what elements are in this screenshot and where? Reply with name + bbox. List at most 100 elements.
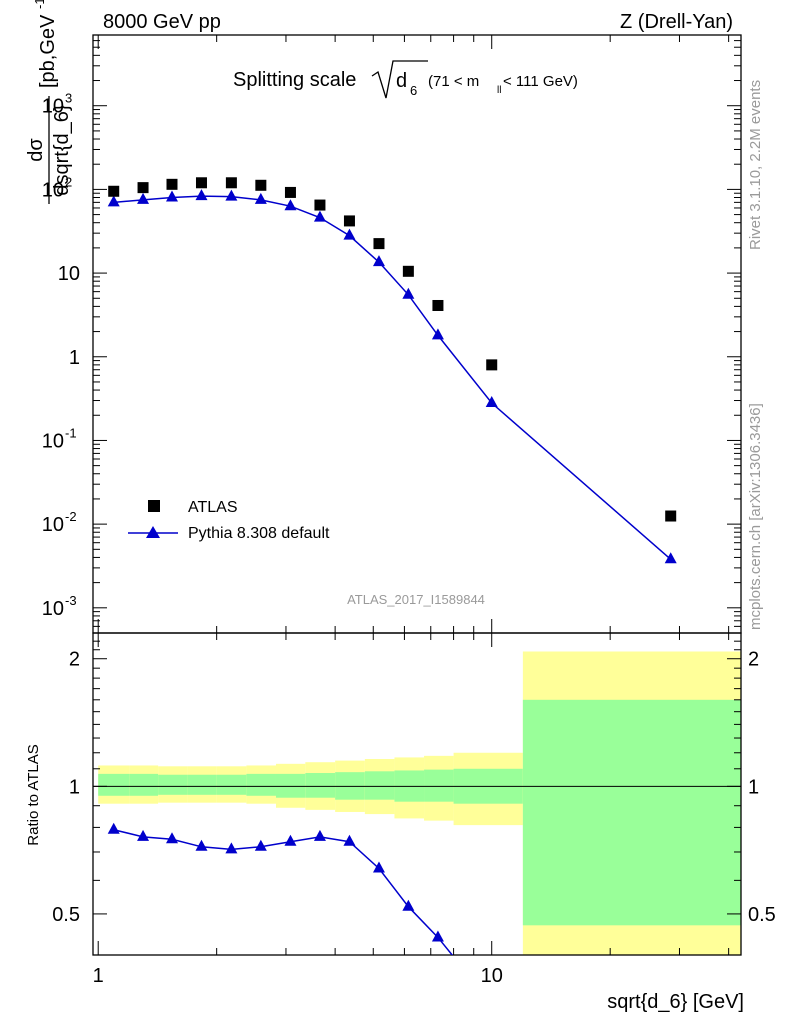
y-label-unit-exp: -1: [32, 0, 47, 9]
pythia-line: [113, 195, 672, 560]
pythia-point: [431, 328, 444, 340]
atlas-point: [255, 179, 267, 191]
ratio-point: [225, 842, 238, 854]
ratio-point: [107, 822, 120, 834]
legend-label-atlas: ATLAS: [188, 499, 238, 516]
main-y-tick-label: 1: [69, 347, 80, 369]
legend: ATLAS Pythia 8.308 default: [128, 499, 330, 542]
band-inner-11: [424, 769, 454, 802]
ratio-point: [343, 834, 356, 846]
pythia-point: [137, 192, 150, 204]
main-y-axis-label: dσ dsqrt{d_6} [pb,GeV -1 ]: [25, 0, 73, 204]
header-right: Z (Drell-Yan): [620, 11, 733, 33]
main-y-tick-label: 10: [42, 430, 64, 452]
legend-marker-atlas: [148, 500, 160, 512]
analysis-watermark: ATLAS_2017_I1589844: [347, 592, 485, 607]
pythia-point: [107, 195, 120, 207]
sqrt-sign-icon: [371, 60, 428, 99]
plot-title-subscript: 6: [410, 83, 417, 98]
x-axis-label: sqrt{d_6} [GeV]: [607, 991, 744, 1013]
rivet-label: Rivet 3.1.10, 2.2M events: [747, 80, 764, 250]
pythia-point: [485, 396, 498, 408]
main-y-tick-exponent: -1: [65, 425, 77, 440]
band-inner-9: [364, 771, 395, 800]
ratio-point: [402, 899, 415, 911]
atlas-point: [166, 178, 178, 190]
band-inner-7: [305, 773, 336, 798]
ratio-point: [313, 829, 326, 841]
pythia-point: [195, 189, 208, 201]
y-label-numerator: dσ: [25, 138, 47, 162]
main-y-tick-label: 10: [42, 179, 64, 201]
band-inner-3: [187, 774, 217, 795]
ratio-point: [254, 839, 267, 851]
pythia-point: [402, 287, 415, 299]
ratio-point: [372, 861, 385, 873]
pythia-point: [165, 190, 178, 202]
ratio-point: [431, 930, 444, 942]
band-inner-1: [129, 773, 159, 796]
band-inner-2: [158, 774, 188, 795]
band-inner-13: [522, 699, 741, 926]
band-inner-5: [246, 773, 276, 796]
plot-title-symbol: d: [396, 70, 407, 92]
pythia-point: [284, 199, 297, 211]
main-y-tick-exponent: 2: [65, 174, 72, 189]
ratio-y-tick-label-right: 1: [748, 776, 759, 798]
plot-title-cut-sub: ll: [497, 85, 501, 96]
atlas-point: [665, 510, 677, 522]
atlas-point: [343, 215, 355, 227]
ratio-y-tick-label-right: 0.5: [748, 904, 776, 926]
plot-title-cut-open: (71 < m: [428, 73, 479, 90]
band-inner-0: [98, 773, 130, 796]
main-y-tick-label: 10: [42, 96, 64, 118]
legend-marker-pythia: [146, 526, 160, 538]
header-left: 8000 GeV pp: [103, 11, 221, 33]
main-y-tick-label: 10: [42, 514, 64, 536]
ratio-bands: [93, 651, 741, 955]
atlas-point: [486, 359, 498, 371]
ratio-y-axis-label: Ratio to ATLAS: [25, 744, 42, 845]
pythia-point: [372, 255, 385, 267]
legend-label-pythia: Pythia 8.308 default: [188, 525, 330, 542]
ratio-line: [113, 828, 454, 955]
ratio-point: [137, 829, 150, 841]
band-inner-4: [216, 774, 247, 795]
atlas-point: [373, 238, 385, 250]
y-label-denominator: dsqrt{d_6}: [51, 104, 73, 196]
plot-title: Splitting scale d 6 (71 < m ll < 111 GeV…: [233, 60, 578, 99]
atlas-point: [225, 177, 237, 189]
main-y-tick-exponent: 3: [65, 91, 72, 106]
ratio-y-tick-label-left: 0.5: [52, 904, 80, 926]
plot-title-cut-close: < 111 GeV): [503, 73, 578, 90]
pythia-point: [664, 552, 677, 564]
ratio-y-tick-label-left: 1: [69, 776, 80, 798]
pythia-point: [225, 189, 238, 201]
pythia-point: [343, 228, 356, 240]
ratio-point: [195, 839, 208, 851]
atlas-point: [108, 185, 120, 197]
ratio-plot-frame: [92, 632, 742, 956]
mcplots-label: mcplots.cern.ch [arXiv:1306.3436]: [747, 403, 764, 630]
atlas-point: [432, 299, 444, 311]
x-tick-label: 1: [93, 965, 104, 987]
ratio-y-tick-label-right: 2: [748, 649, 759, 671]
series-layer: [107, 177, 677, 955]
x-tick-label: 10: [481, 965, 503, 987]
ratio-y-tick-label-left: 2: [69, 649, 80, 671]
atlas-point: [314, 199, 326, 211]
main-y-tick-label: 10: [42, 598, 64, 620]
y-label-unit-open: [pb,GeV: [37, 14, 59, 88]
atlas-point: [137, 182, 149, 194]
pythia-point: [313, 210, 326, 222]
atlas-point: [195, 177, 207, 189]
main-y-tick-exponent: -2: [65, 509, 77, 524]
main-plot-frame: [92, 34, 742, 634]
main-y-tick-label: 10: [58, 263, 80, 285]
ratio-series: [107, 822, 454, 955]
band-inner-6: [275, 773, 306, 798]
pythia-point: [254, 192, 267, 204]
atlas-point: [284, 186, 296, 198]
